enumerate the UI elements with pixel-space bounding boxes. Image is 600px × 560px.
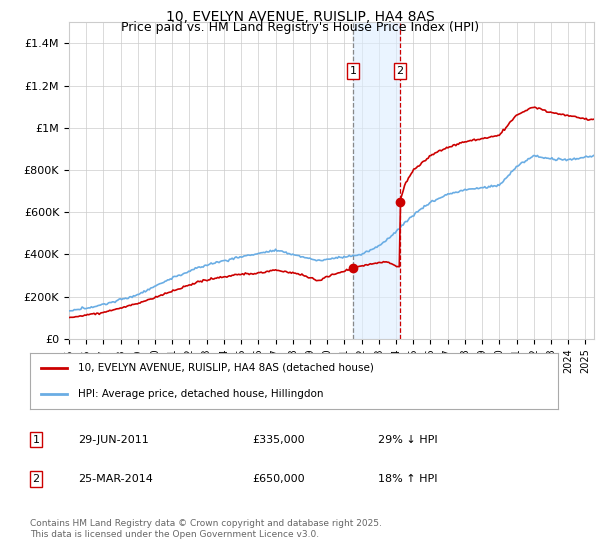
Text: 1: 1 — [349, 66, 356, 76]
Text: 2: 2 — [397, 66, 404, 76]
Text: 10, EVELYN AVENUE, RUISLIP, HA4 8AS (detached house): 10, EVELYN AVENUE, RUISLIP, HA4 8AS (det… — [77, 363, 373, 373]
Text: £335,000: £335,000 — [252, 435, 305, 445]
Text: 10, EVELYN AVENUE, RUISLIP, HA4 8AS: 10, EVELYN AVENUE, RUISLIP, HA4 8AS — [166, 10, 434, 24]
Text: 29% ↓ HPI: 29% ↓ HPI — [378, 435, 437, 445]
Text: 2: 2 — [32, 474, 40, 484]
Text: 29-JUN-2011: 29-JUN-2011 — [78, 435, 149, 445]
Text: £650,000: £650,000 — [252, 474, 305, 484]
Text: 18% ↑ HPI: 18% ↑ HPI — [378, 474, 437, 484]
Text: 1: 1 — [32, 435, 40, 445]
Text: Contains HM Land Registry data © Crown copyright and database right 2025.
This d: Contains HM Land Registry data © Crown c… — [30, 520, 382, 539]
Bar — [353, 22, 400, 339]
Text: Price paid vs. HM Land Registry's House Price Index (HPI): Price paid vs. HM Land Registry's House … — [121, 21, 479, 34]
Text: HPI: Average price, detached house, Hillingdon: HPI: Average price, detached house, Hill… — [77, 389, 323, 399]
Text: 25-MAR-2014: 25-MAR-2014 — [78, 474, 153, 484]
